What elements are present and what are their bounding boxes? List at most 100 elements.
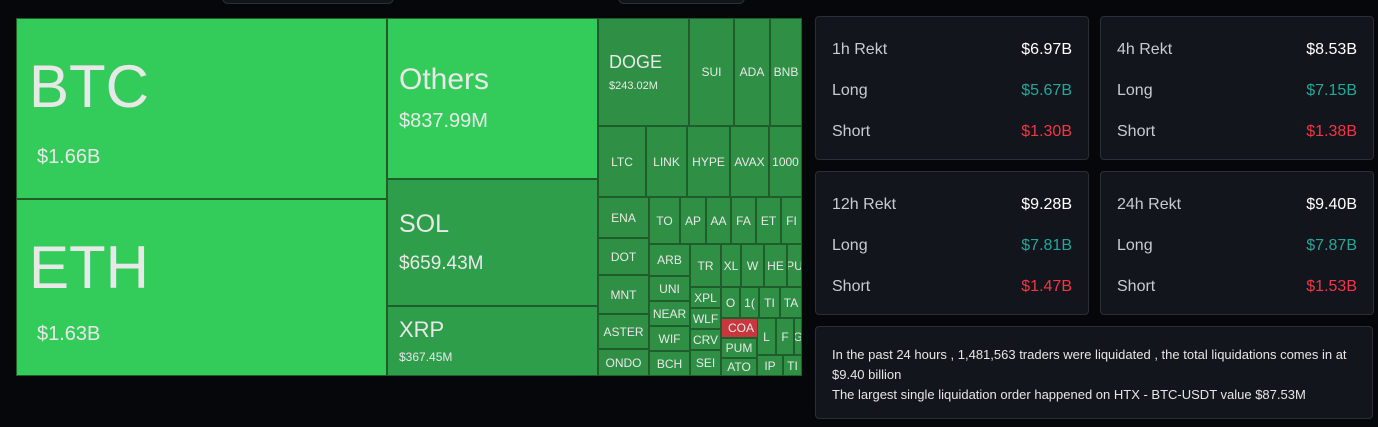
top-control[interactable]: [618, 0, 745, 4]
treemap-tile[interactable]: XL: [721, 244, 741, 287]
tile-label: ADA: [739, 65, 765, 79]
row-label: Long: [832, 82, 868, 99]
tile-value: $837.99M: [399, 110, 488, 132]
treemap-tile[interactable]: O: [721, 287, 740, 318]
row-label: Long: [1117, 82, 1153, 99]
tile-label: HE: [767, 258, 784, 273]
tile-label: F: [781, 329, 789, 344]
treemap-tile[interactable]: AVAX: [730, 126, 769, 197]
row-value: $1.38B: [1306, 123, 1357, 140]
card-total: $8.53B: [1306, 41, 1357, 58]
treemap-tile[interactable]: PUM: [721, 338, 757, 358]
treemap-tile[interactable]: Others $837.99M: [387, 18, 598, 179]
tile-label: TI: [787, 358, 798, 373]
treemap-tile[interactable]: PU: [787, 244, 802, 287]
treemap-tile[interactable]: COA: [721, 318, 761, 338]
treemap-tile[interactable]: SOL $659.43M: [387, 179, 598, 306]
treemap-tile[interactable]: HYPE: [687, 126, 730, 197]
treemap-tile[interactable]: G: [794, 318, 802, 355]
treemap-tile[interactable]: FA: [731, 197, 756, 244]
card-title: 1h Rekt: [832, 41, 888, 58]
summary: In the past 24 hours , 1,481,563 traders…: [815, 326, 1373, 419]
tile-label: COA: [727, 321, 754, 335]
treemap-tile[interactable]: IP: [757, 355, 783, 376]
tile-label: IP: [764, 358, 776, 373]
row-value: $7.81B: [1021, 237, 1072, 254]
treemap-tile[interactable]: XRP $367.45M: [387, 306, 598, 376]
treemap-tile[interactable]: NEAR: [649, 301, 690, 326]
row-label: Long: [1117, 237, 1153, 254]
tile-value: $367.45M: [399, 350, 453, 364]
tile-label: UNI: [659, 281, 680, 296]
tile-label: AA: [710, 213, 727, 228]
tile-label: L: [763, 329, 770, 344]
treemap-tile[interactable]: ETH $1.63B: [16, 199, 387, 376]
tile-label: 1(: [744, 295, 755, 310]
treemap-tile[interactable]: ENA: [598, 197, 649, 238]
tile-label: SEI: [695, 356, 716, 370]
treemap-tile[interactable]: WIF: [649, 326, 690, 351]
tile-label: BNB: [773, 65, 799, 79]
treemap-tile[interactable]: LTC: [598, 126, 646, 197]
treemap-tile[interactable]: HE: [764, 244, 787, 287]
tile-label: TA: [783, 295, 799, 310]
rekt-card: 1h Rekt $6.97B Long $5.67B Short $1.30B: [815, 16, 1089, 160]
tile-label: ATO: [727, 360, 751, 374]
treemap-tile[interactable]: ASTER: [598, 314, 649, 349]
summary-line: In the past 24 hours , 1,481,563 traders…: [832, 347, 1347, 382]
treemap-tile[interactable]: BNB: [770, 18, 802, 126]
treemap-tile[interactable]: SUI: [689, 18, 734, 126]
treemap-tile[interactable]: ONDO: [598, 349, 649, 376]
tile-label: MNT: [610, 287, 637, 302]
top-control[interactable]: [222, 0, 394, 4]
tile-label: SUI: [701, 65, 722, 79]
treemap-tile[interactable]: WLF: [690, 308, 721, 329]
treemap-tile[interactable]: BCH: [649, 351, 690, 376]
treemap-tile[interactable]: UNI: [649, 276, 690, 301]
treemap-tile[interactable]: W: [741, 244, 764, 287]
treemap-tile[interactable]: DOGE $243.02M: [598, 18, 689, 126]
rekt-card: 12h Rekt $9.28B Long $7.81B Short $1.47B: [815, 171, 1089, 315]
treemap-tile[interactable]: ADA: [734, 18, 770, 126]
treemap-tile[interactable]: 1000: [769, 126, 802, 197]
treemap-tile[interactable]: SEI: [690, 350, 721, 376]
treemap-tile[interactable]: TR: [690, 244, 721, 287]
tile-label: TO: [656, 213, 673, 228]
row-value: $7.15B: [1306, 82, 1357, 99]
row-value: $7.87B: [1306, 237, 1357, 254]
tile-label: WIF: [658, 331, 681, 346]
treemap-tile[interactable]: MNT: [598, 275, 649, 314]
card-title: 12h Rekt: [832, 196, 897, 213]
treemap-tile[interactable]: AP: [680, 197, 706, 244]
tile-label: BCH: [656, 356, 683, 371]
treemap-tile[interactable]: L: [757, 318, 776, 355]
tile-label: ARB: [657, 253, 682, 267]
tile-value: $1.63B: [37, 323, 101, 345]
rekt-card: 24h Rekt $9.40B Long $7.87B Short $1.53B: [1100, 171, 1374, 315]
row-value: $1.53B: [1306, 278, 1357, 295]
treemap-tile[interactable]: F: [776, 318, 794, 355]
treemap-tile[interactable]: TI: [759, 287, 780, 318]
tile-label: FA: [736, 213, 751, 228]
treemap-tile[interactable]: CRV: [690, 329, 721, 350]
treemap-tile[interactable]: TI: [783, 355, 802, 376]
treemap-tile[interactable]: ATO: [721, 358, 757, 376]
tile-label: G: [795, 319, 801, 354]
treemap-tile[interactable]: ET: [756, 197, 781, 244]
treemap-tile[interactable]: ARB: [649, 244, 690, 276]
tile-value: $1.66B: [37, 146, 101, 168]
treemap-tile[interactable]: AA: [706, 197, 731, 244]
tile-label: AVAX: [734, 154, 765, 169]
treemap-tile[interactable]: XPL: [690, 287, 721, 308]
tile-label: TR: [697, 258, 714, 273]
treemap-tile[interactable]: TO: [649, 197, 680, 244]
tile-label: HYPE: [692, 154, 725, 169]
tile-label: XL: [723, 258, 739, 273]
treemap-tile[interactable]: BTC $1.66B: [16, 18, 387, 199]
treemap-tile[interactable]: DOT: [598, 238, 649, 275]
tile-label: TI: [764, 295, 775, 310]
treemap-tile[interactable]: FI: [781, 197, 802, 244]
treemap-tile[interactable]: LINK: [646, 126, 687, 197]
treemap-tile[interactable]: TA: [780, 287, 802, 318]
treemap-tile[interactable]: 1(: [740, 287, 759, 318]
